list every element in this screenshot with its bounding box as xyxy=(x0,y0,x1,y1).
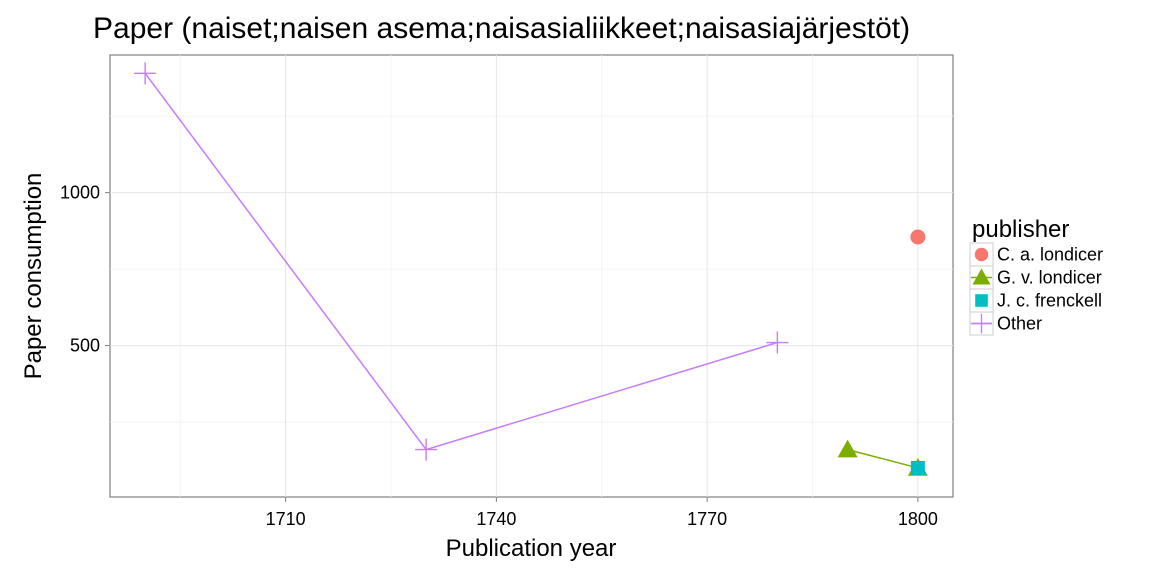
legend-title: publisher xyxy=(972,216,1069,243)
series-line-g-v-londicer xyxy=(847,448,919,469)
x-axis-ticks: 1710 1740 1770 1800 xyxy=(266,497,938,529)
data-point-j-c-frenckell xyxy=(910,460,925,475)
data-point-c-a-londicer xyxy=(910,229,926,245)
chart-title: Paper (naiset;naisen asema;naisasialiikk… xyxy=(93,12,910,45)
legend: publisher C. a. londicer G. v. londicer J.… xyxy=(969,216,1103,336)
legend-item-c-a-londicer: C. a. londicer xyxy=(969,242,1103,267)
y-axis-ticks: 500 1000 xyxy=(60,183,110,356)
y-axis-title: Paper consumption xyxy=(20,173,47,380)
legend-key-marker xyxy=(975,294,988,307)
legend-item-j-c-frenckell: J. c. frenckell xyxy=(969,288,1102,313)
legend-label-j-c-frenckell: J. c. frenckell xyxy=(997,291,1102,311)
data-point-other xyxy=(415,438,438,461)
x-tick-label: 1800 xyxy=(898,509,938,529)
legend-key-marker xyxy=(974,247,989,262)
y-tick-label: 1000 xyxy=(60,183,100,203)
x-tick-label: 1740 xyxy=(476,509,516,529)
x-axis-title: Publication year xyxy=(446,535,617,562)
legend-label-g-v-londicer: G. v. londicer xyxy=(997,268,1102,288)
x-tick-label: 1710 xyxy=(266,509,306,529)
plot-background xyxy=(109,54,954,498)
legend-item-other: Other xyxy=(969,311,1042,336)
y-tick-label: 500 xyxy=(70,336,100,356)
legend-label-c-a-londicer: C. a. londicer xyxy=(997,245,1103,265)
data-point-other xyxy=(134,62,157,85)
legend-item-g-v-londicer: G. v. londicer xyxy=(969,265,1102,290)
legend-key-marker xyxy=(971,313,992,334)
data-point-g-v-londicer xyxy=(837,439,858,458)
series-points xyxy=(134,62,928,476)
data-point-other xyxy=(766,331,789,354)
grid xyxy=(110,55,953,497)
legend-key-marker xyxy=(972,268,991,285)
x-tick-label: 1770 xyxy=(687,509,727,529)
legend-label-other: Other xyxy=(997,314,1042,334)
